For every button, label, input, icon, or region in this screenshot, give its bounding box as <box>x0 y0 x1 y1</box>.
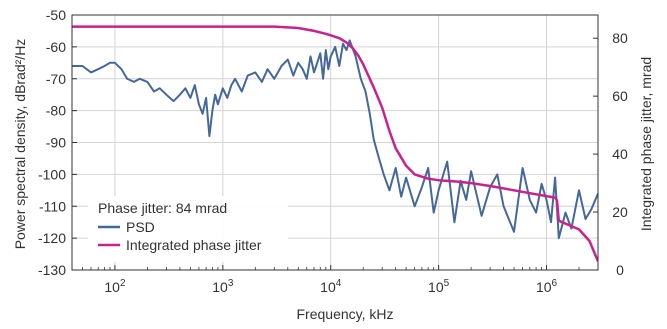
y2-tick-label: 60 <box>612 88 628 104</box>
x-tick-label: 102 <box>104 278 126 295</box>
y-tick-label: -120 <box>38 230 66 246</box>
y2-tick-label: 80 <box>612 30 628 46</box>
legend: Phase jitter: 84 mrad PSD Integrated pha… <box>88 196 288 262</box>
y-tick-label: -100 <box>38 166 66 182</box>
y2-axis-ticks: 80 60 40 20 0 <box>593 30 628 278</box>
y2-tick-label: 40 <box>612 146 628 162</box>
y-tick-label: -80 <box>46 103 66 119</box>
y-axis-title: Power spectral density, dBrad²/Hz <box>12 39 28 250</box>
y2-tick-label: 20 <box>612 204 628 220</box>
y-tick-label: -70 <box>46 71 66 87</box>
y2-tick-label: 0 <box>616 262 624 278</box>
y-axis-ticks: -50 -60 -70 -80 -90 -100 -110 -120 -130 <box>38 7 77 278</box>
y2-axis-title: Integrated phase jitter, mrad <box>638 57 654 231</box>
x-tick-label: 103 <box>212 278 234 295</box>
y-tick-label: -50 <box>46 7 66 23</box>
legend-label-psd: PSD <box>126 219 155 235</box>
x-tick-label: 105 <box>428 278 450 295</box>
legend-title: Phase jitter: 84 mrad <box>98 200 227 216</box>
legend-box <box>88 196 288 262</box>
x-axis-title: Frequency, kHz <box>297 306 394 322</box>
series-layer <box>72 25 598 262</box>
x-tick-label: 106 <box>536 278 558 295</box>
y-tick-label: -130 <box>38 262 66 278</box>
x-tick-label: 104 <box>320 278 342 295</box>
jitter-series-line <box>72 25 598 262</box>
y-tick-label: -60 <box>46 39 66 55</box>
legend-label-jitter: Integrated phase jitter <box>126 237 262 253</box>
psd-series-line <box>72 39 598 240</box>
y-tick-label: -90 <box>46 135 66 151</box>
y-tick-label: -110 <box>39 198 66 214</box>
